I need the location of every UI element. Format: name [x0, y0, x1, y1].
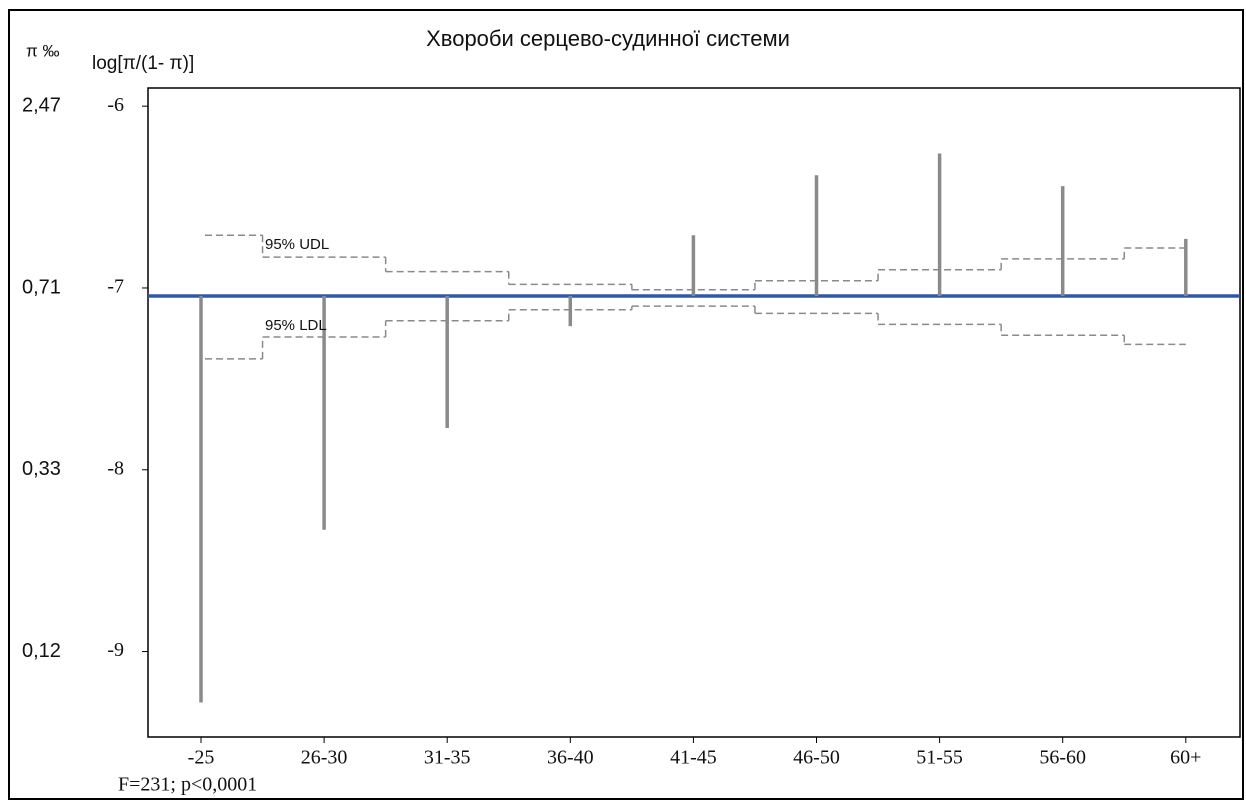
x-tick-label: 56-60	[1039, 747, 1086, 769]
x-tick-label: 36-40	[547, 747, 594, 769]
x-tick-label: 51-55	[916, 747, 963, 769]
y2-tick-label: 0,33	[22, 458, 61, 480]
y2-tick-label: 2,47	[22, 94, 61, 116]
annotation: F=231; p<0,0001	[118, 774, 257, 796]
ldl-label: 95% LDL	[265, 317, 327, 334]
x-tick-label: 41-45	[670, 747, 717, 769]
x-tick-label: 46-50	[793, 747, 840, 769]
x-tick-label: -25	[188, 747, 215, 769]
y2-axis-title: π ‰	[26, 41, 59, 60]
y-tick-label: -6	[107, 94, 124, 116]
y2-tick-label: 0,71	[22, 276, 61, 298]
x-tick-label: 60+	[1170, 747, 1201, 769]
y2-tick-label: 0,12	[22, 640, 61, 662]
x-tick-label: 31-35	[424, 747, 471, 769]
y-axis-title: log[π/(1- π)]	[92, 53, 194, 74]
chart-title: Хвороби серцево-судинної системи	[426, 26, 790, 51]
y-tick-label: -9	[107, 639, 124, 661]
y-tick-label: -8	[107, 457, 124, 479]
udl-label: 95% UDL	[265, 236, 329, 253]
frame	[8, 9, 1244, 800]
y-tick-label: -7	[107, 276, 124, 298]
x-tick-label: 26-30	[301, 747, 348, 769]
plot-area	[147, 87, 1241, 738]
